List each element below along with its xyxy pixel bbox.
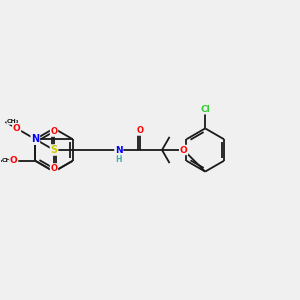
Text: S: S — [50, 145, 58, 155]
Text: O: O — [13, 124, 20, 133]
Text: N: N — [31, 134, 39, 144]
Text: CH₃: CH₃ — [2, 158, 15, 163]
Text: O: O — [180, 146, 188, 154]
Text: H: H — [116, 154, 122, 164]
Text: CH₃: CH₃ — [7, 119, 20, 124]
Text: Cl: Cl — [200, 105, 210, 114]
Text: O: O — [50, 164, 58, 173]
Text: O: O — [50, 127, 58, 136]
Text: N: N — [115, 146, 123, 154]
Text: O: O — [137, 126, 144, 135]
Text: O: O — [10, 156, 18, 165]
